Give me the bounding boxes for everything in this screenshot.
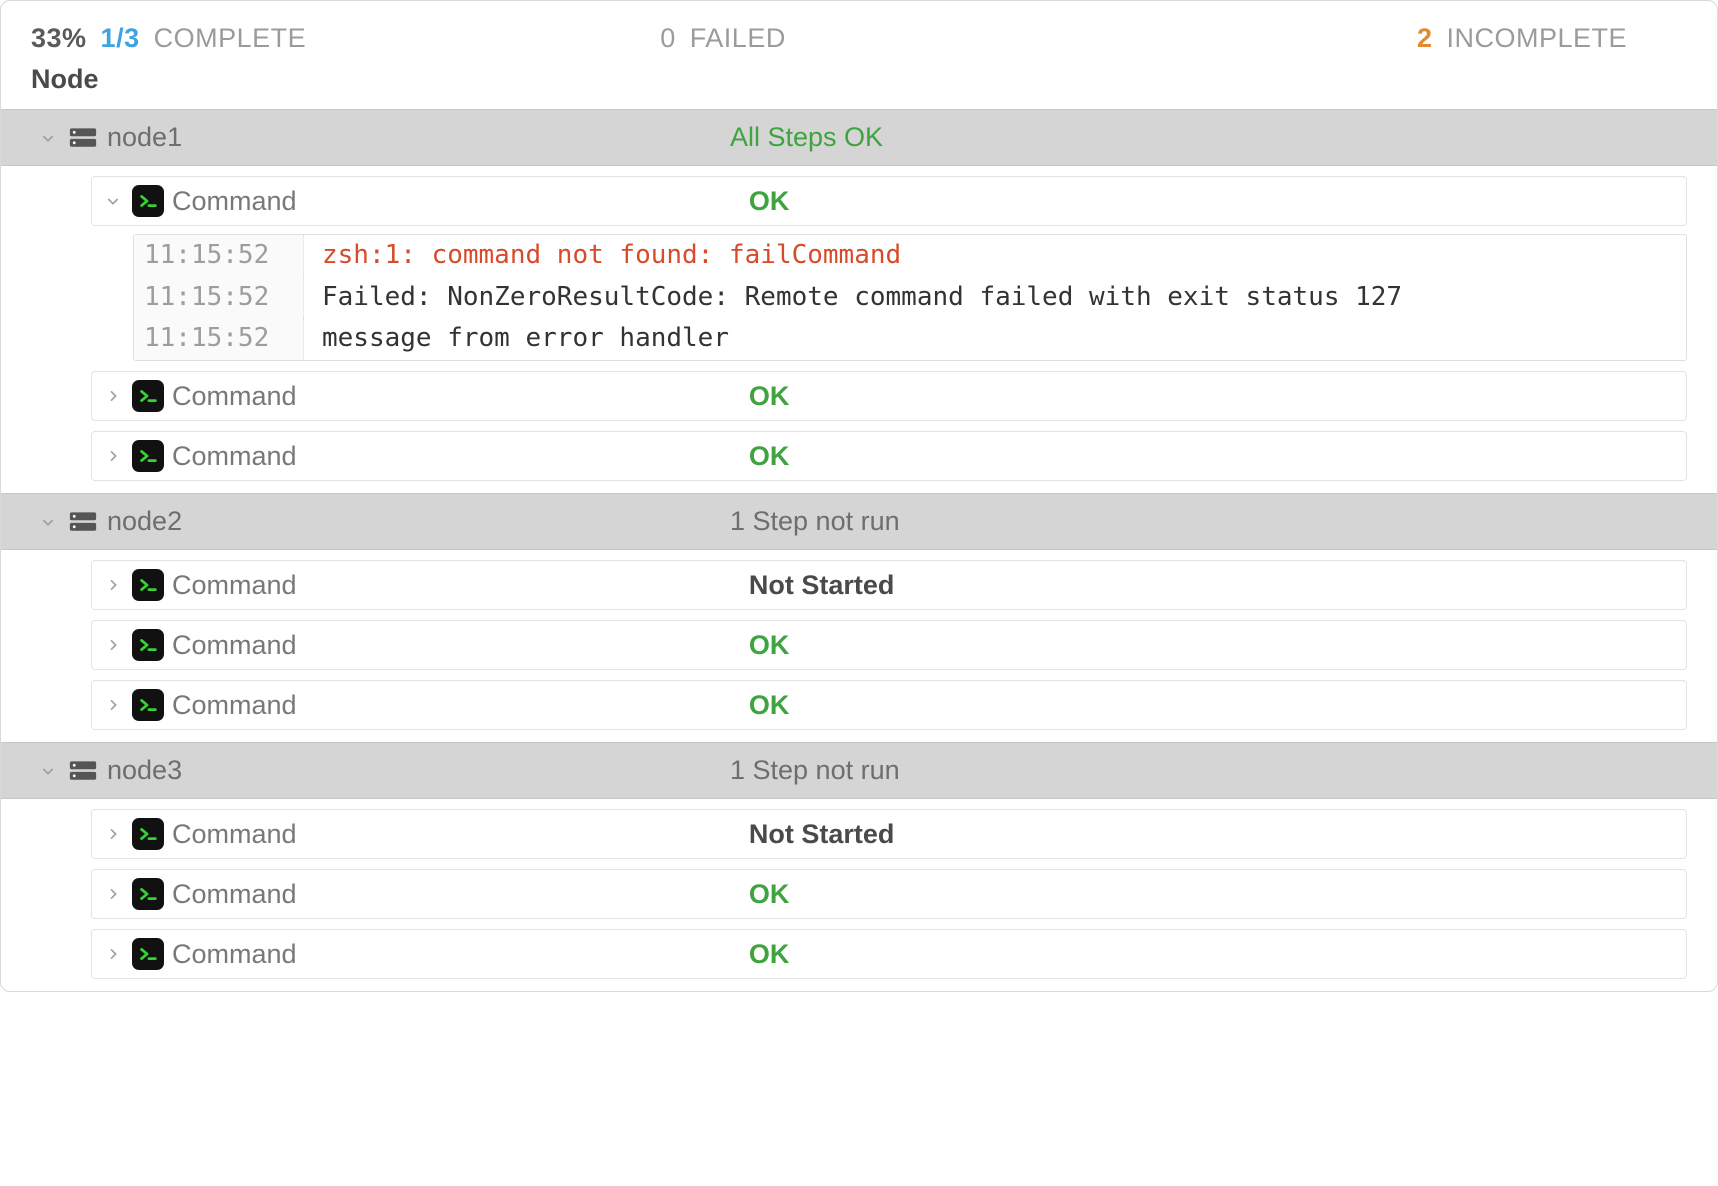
step-row[interactable]: Command OK bbox=[91, 680, 1687, 730]
step-row-left: Command bbox=[102, 938, 749, 970]
step-row-left: Command bbox=[102, 440, 749, 472]
spacer bbox=[1, 481, 1717, 493]
terminal-icon bbox=[132, 185, 164, 217]
complete-label: COMPLETE bbox=[154, 23, 307, 54]
step-status: OK bbox=[749, 690, 790, 721]
step-row[interactable]: Command OK bbox=[91, 620, 1687, 670]
server-icon bbox=[69, 511, 97, 533]
execution-panel: 33% 1/3 COMPLETE 0 FAILED 2 INCOMPLETE N… bbox=[0, 0, 1718, 992]
summary-incomplete: 2 INCOMPLETE bbox=[1290, 23, 1687, 54]
step-label: Command bbox=[172, 939, 297, 970]
log-message: message from error handler bbox=[304, 318, 1686, 360]
step-label: Command bbox=[172, 441, 297, 472]
chevron-right-icon[interactable] bbox=[102, 943, 124, 965]
log-line: 11:15:52Failed: NonZeroResultCode: Remot… bbox=[134, 277, 1686, 319]
log-timestamp: 11:15:52 bbox=[134, 235, 304, 277]
terminal-icon bbox=[132, 380, 164, 412]
spacer bbox=[1, 730, 1717, 742]
step-row[interactable]: Command OK bbox=[91, 371, 1687, 421]
node-name: node3 bbox=[107, 755, 182, 786]
step-row[interactable]: Command OK bbox=[91, 431, 1687, 481]
node-row-left: node1 bbox=[37, 122, 730, 153]
chevron-down-icon[interactable] bbox=[102, 190, 124, 212]
nodes-container: node1 All Steps OK Command OK 11:15:52zsh:1:… bbox=[1, 109, 1717, 991]
log-line: 11:15:52zsh:1: command not found: failCo… bbox=[134, 235, 1686, 277]
summary-bar: 33% 1/3 COMPLETE 0 FAILED 2 INCOMPLETE bbox=[1, 1, 1717, 60]
chevron-right-icon[interactable] bbox=[102, 634, 124, 656]
step-label: Command bbox=[172, 381, 297, 412]
summary-failed: 0 FAILED bbox=[660, 23, 1289, 54]
chevron-right-icon[interactable] bbox=[102, 574, 124, 596]
terminal-icon bbox=[132, 569, 164, 601]
step-row-left: Command bbox=[102, 878, 749, 910]
chevron-down-icon[interactable] bbox=[37, 127, 59, 149]
terminal-icon bbox=[132, 938, 164, 970]
step-status: OK bbox=[749, 879, 790, 910]
chevron-right-icon[interactable] bbox=[102, 694, 124, 716]
server-icon bbox=[69, 127, 97, 149]
failed-label: FAILED bbox=[690, 23, 786, 54]
node-status: 1 Step not run bbox=[730, 506, 900, 537]
log-timestamp: 11:15:52 bbox=[134, 318, 304, 360]
step-log: 11:15:52zsh:1: command not found: failCo… bbox=[133, 234, 1687, 361]
chevron-down-icon[interactable] bbox=[37, 760, 59, 782]
terminal-icon bbox=[132, 440, 164, 472]
node-status: 1 Step not run bbox=[730, 755, 900, 786]
step-label: Command bbox=[172, 186, 297, 217]
chevron-down-icon[interactable] bbox=[37, 511, 59, 533]
step-status: OK bbox=[749, 381, 790, 412]
node-row-left: node3 bbox=[37, 755, 730, 786]
node-name: node2 bbox=[107, 506, 182, 537]
step-row-left: Command bbox=[102, 818, 749, 850]
step-row-left: Command bbox=[102, 569, 749, 601]
node-row[interactable]: node3 1 Step not run bbox=[1, 742, 1717, 799]
node-column-header: Node bbox=[1, 60, 1717, 109]
step-row[interactable]: Command Not Started bbox=[91, 560, 1687, 610]
terminal-icon bbox=[132, 689, 164, 721]
spacer bbox=[1, 979, 1717, 991]
step-row[interactable]: Command OK bbox=[91, 176, 1687, 226]
server-icon bbox=[69, 760, 97, 782]
step-status: Not Started bbox=[749, 819, 895, 850]
step-row-left: Command bbox=[102, 629, 749, 661]
step-status: OK bbox=[749, 630, 790, 661]
node-row[interactable]: node2 1 Step not run bbox=[1, 493, 1717, 550]
step-status: Not Started bbox=[749, 570, 895, 601]
step-label: Command bbox=[172, 630, 297, 661]
log-message: zsh:1: command not found: failCommand bbox=[304, 235, 1686, 277]
step-row-left: Command bbox=[102, 689, 749, 721]
incomplete-count: 2 bbox=[1417, 23, 1433, 54]
step-row-left: Command bbox=[102, 380, 749, 412]
step-row-left: Command bbox=[102, 185, 749, 217]
chevron-right-icon[interactable] bbox=[102, 823, 124, 845]
step-status: OK bbox=[749, 441, 790, 472]
step-row[interactable]: Command OK bbox=[91, 929, 1687, 979]
step-label: Command bbox=[172, 570, 297, 601]
step-status: OK bbox=[749, 939, 790, 970]
terminal-icon bbox=[132, 818, 164, 850]
step-status: OK bbox=[749, 186, 790, 217]
summary-complete: 33% 1/3 COMPLETE bbox=[31, 23, 660, 54]
step-row[interactable]: Command Not Started bbox=[91, 809, 1687, 859]
failed-count: 0 bbox=[660, 23, 676, 54]
step-label: Command bbox=[172, 690, 297, 721]
step-label: Command bbox=[172, 819, 297, 850]
complete-pct: 33% bbox=[31, 23, 87, 54]
chevron-right-icon[interactable] bbox=[102, 883, 124, 905]
step-label: Command bbox=[172, 879, 297, 910]
chevron-right-icon[interactable] bbox=[102, 445, 124, 467]
complete-frac: 1/3 bbox=[101, 23, 140, 54]
node-row-left: node2 bbox=[37, 506, 730, 537]
node-status: All Steps OK bbox=[730, 122, 883, 153]
step-row[interactable]: Command OK bbox=[91, 869, 1687, 919]
log-line: 11:15:52message from error handler bbox=[134, 318, 1686, 360]
log-timestamp: 11:15:52 bbox=[134, 277, 304, 319]
incomplete-label: INCOMPLETE bbox=[1446, 23, 1627, 54]
terminal-icon bbox=[132, 878, 164, 910]
chevron-right-icon[interactable] bbox=[102, 385, 124, 407]
log-message: Failed: NonZeroResultCode: Remote comman… bbox=[304, 277, 1686, 319]
terminal-icon bbox=[132, 629, 164, 661]
node-row[interactable]: node1 All Steps OK bbox=[1, 109, 1717, 166]
node-name: node1 bbox=[107, 122, 182, 153]
